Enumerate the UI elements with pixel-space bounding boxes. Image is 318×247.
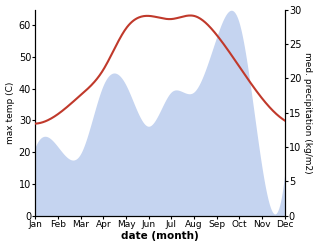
Y-axis label: med. precipitation (kg/m2): med. precipitation (kg/m2)	[303, 52, 313, 173]
Y-axis label: max temp (C): max temp (C)	[5, 81, 15, 144]
X-axis label: date (month): date (month)	[121, 231, 199, 242]
